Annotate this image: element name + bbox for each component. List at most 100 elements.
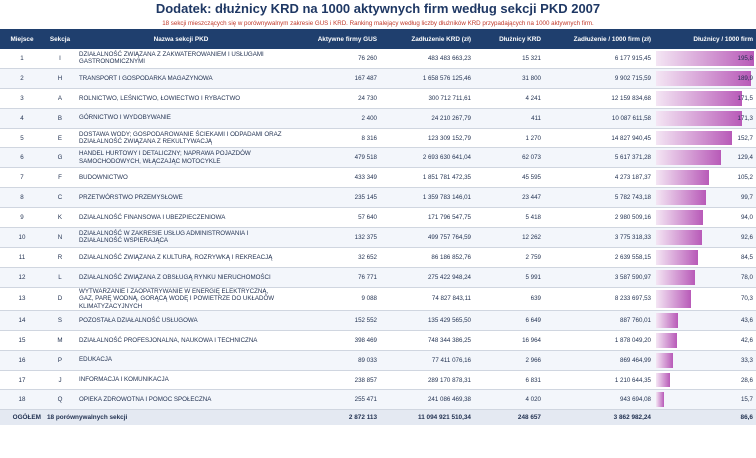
table-row[interactable]: 11 R DZIAŁALNOŚĆ ZWIĄZANA Z KULTURĄ, ROZRY…	[0, 247, 756, 268]
debtors-per-1000-bar	[656, 249, 699, 265]
cell-section: Q	[44, 389, 76, 411]
cell-section-name: BUDOWNICTWO	[76, 167, 286, 189]
cell-debt-per-1000: 3 587 590,97	[544, 267, 654, 288]
cell-rank: 8	[0, 187, 44, 209]
table-row[interactable]: 12 L DZIAŁALNOŚĆ ZWIĄZANA Z OBSŁUGĄ RYNKU …	[0, 267, 756, 288]
table-body: 1 I DZIAŁALNOŚĆ ZWIĄZANA Z ZAKWATEROWANIEM…	[0, 49, 756, 411]
cell-debt: 300 712 711,61	[380, 88, 474, 109]
cell-debt-per-1000: 2 639 558,15	[544, 247, 654, 268]
table-row[interactable]: 5 E DOSTAWA WODY; GOSPODAROWANIE ŚCIEKAMI …	[0, 128, 756, 149]
table-row[interactable]: 17 J INFORMACJA I KOMUNIKACJA 238 857 289 17…	[0, 370, 756, 391]
table-row[interactable]: 3 A ROLNICTWO, LEŚNICTWO, ŁOWIECTWO I RYBA…	[0, 88, 756, 109]
cell-debt-per-1000: 2 980 509,16	[544, 207, 654, 229]
cell-debt-per-1000: 4 273 187,37	[544, 167, 654, 189]
table-row[interactable]: 1 I DZIAŁALNOŚĆ ZWIĄZANA Z ZAKWATEROWANIEM…	[0, 49, 756, 69]
cell-debtors: 62 073	[474, 147, 544, 169]
cell-rank: 14	[0, 310, 44, 331]
debtors-per-1000-value: 70,3	[740, 295, 753, 303]
cell-rank: 6	[0, 147, 44, 169]
cell-section: G	[44, 147, 76, 169]
table-row[interactable]: 13 D WYTWARZANIE I ZAOPATRYWANIE W ENERGIĘ…	[0, 287, 756, 311]
cell-active-firms: 76 260	[286, 49, 380, 69]
cell-section-name: DOSTAWA WODY; GOSPODAROWANIE ŚCIEKAMI I …	[76, 128, 286, 149]
debtors-per-1000-value: 92,6	[740, 233, 753, 241]
cell-rank: 17	[0, 370, 44, 391]
table-row[interactable]: 18 Q OPIEKA ZDROWOTNA I POMOC SPOŁECZNA 255…	[0, 389, 756, 411]
debtors-per-1000-bar	[656, 190, 706, 206]
cell-debtors-per-1000: 92,6	[654, 227, 756, 248]
cell-debtors-per-1000: 78,0	[654, 267, 756, 288]
cell-debtors: 2 759	[474, 247, 544, 268]
table-row[interactable]: 2 H TRANSPORT I GOSPODARKA MAGAZYNOWA 167 4…	[0, 68, 756, 89]
cell-debt-per-1000: 1 878 049,20	[544, 330, 654, 351]
table-row[interactable]: 8 C PRZETWÓRSTWO PRZEMYSŁOWE 235 145 1 359 7…	[0, 187, 756, 209]
debtors-per-1000-value: 99,7	[740, 194, 753, 202]
col-header-debtors[interactable]: Dłużnicy KRD	[474, 29, 544, 49]
total-row: OGÓŁEM 18 porównywalnych sekcji 2 872 11…	[0, 409, 756, 426]
cell-active-firms: 238 857	[286, 370, 380, 391]
cell-rank: 1	[0, 49, 44, 69]
cell-debtors: 411	[474, 108, 544, 129]
col-header-debt[interactable]: Zadłużenie KRD (zł)	[380, 29, 474, 49]
cell-section: J	[44, 370, 76, 391]
cell-section: I	[44, 49, 76, 69]
cell-debtors-per-1000: 94,0	[654, 207, 756, 229]
ranking-table: Miejsce Sekcja Nazwa sekcji PKD Aktywne …	[0, 29, 756, 426]
table-row[interactable]: 7 F BUDOWNICTWO 433 349 1 851 781 472,35 45 5…	[0, 167, 756, 189]
debtors-per-1000-value: 42,6	[740, 336, 753, 344]
cell-debtors-per-1000: 43,6	[654, 310, 756, 331]
cell-debtors: 4 020	[474, 389, 544, 411]
table-row[interactable]: 15 M DZIAŁALNOŚĆ PROFESJONALNA, NAUKOWA I …	[0, 330, 756, 351]
cell-section: R	[44, 247, 76, 268]
debtors-per-1000-bar	[656, 312, 678, 328]
cell-section: L	[44, 267, 76, 288]
debtors-per-1000-value: 189,9	[737, 74, 753, 82]
col-header-active-firms[interactable]: Aktywne firmy GUS	[286, 29, 380, 49]
cell-section: M	[44, 330, 76, 351]
cell-debtors-per-1000: 129,4	[654, 147, 756, 169]
debtors-per-1000-value: 152,7	[737, 134, 753, 142]
cell-section-name: HANDEL HURTOWY I DETALICZNY; NAPRAWA POJ…	[76, 147, 286, 169]
debtors-per-1000-value: 28,6	[740, 376, 753, 384]
cell-rank: 9	[0, 207, 44, 229]
cell-debt-per-1000: 12 159 834,68	[544, 88, 654, 109]
col-header-section[interactable]: Sekcja	[44, 29, 76, 49]
page-subtitle: 18 sekcji mieszczących się w porównywaln…	[162, 20, 594, 27]
col-header-debtors-per-1000[interactable]: Dłużnicy / 1000 firm	[654, 29, 756, 49]
cell-section: C	[44, 187, 76, 209]
cell-active-firms: 9 088	[286, 287, 380, 311]
table-row[interactable]: 9 K DZIAŁALNOŚĆ FINANSOWA I UBEZPIECZENIOW…	[0, 207, 756, 229]
cell-debt-per-1000: 14 827 940,45	[544, 128, 654, 149]
table-row[interactable]: 14 S POZOSTAŁA DZIAŁALNOŚĆ USŁUGOWA 152 552…	[0, 310, 756, 331]
debtors-per-1000-value: 43,6	[740, 316, 753, 324]
cell-debtors-per-1000: 152,7	[654, 128, 756, 149]
cell-debt: 135 429 565,50	[380, 310, 474, 331]
table-row[interactable]: 4 B GÓRNICTWO I WYDOBYWANIE 2 400 24 210 267…	[0, 108, 756, 129]
col-header-name[interactable]: Nazwa sekcji PKD	[76, 29, 286, 49]
cell-debt: 2 693 630 641,04	[380, 147, 474, 169]
total-active-firms: 2 872 113	[286, 409, 380, 426]
cell-debtors-per-1000: 195,8	[654, 49, 756, 69]
cell-debt: 1 658 576 125,46	[380, 68, 474, 89]
cell-section-name: DZIAŁALNOŚĆ PROFESJONALNA, NAUKOWA I TEC…	[76, 330, 286, 351]
cell-debtors-per-1000: 28,6	[654, 370, 756, 391]
table-row[interactable]: 16 P EDUKACJA 89 033 77 411 076,16 2 966 869 4…	[0, 350, 756, 371]
cell-rank: 12	[0, 267, 44, 288]
table-row[interactable]: 6 G HANDEL HURTOWY I DETALICZNY; NAPRAWA P…	[0, 147, 756, 169]
cell-debtors: 1 270	[474, 128, 544, 149]
debtors-per-1000-value: 171,5	[737, 94, 753, 102]
cell-debtors: 6 831	[474, 370, 544, 391]
col-header-debt-per-1000[interactable]: Zadłużenie / 1000 firm (zł)	[544, 29, 654, 49]
debtors-per-1000-bar	[656, 170, 709, 186]
table-row[interactable]: 10 N DZIAŁALNOŚĆ W ZAKRESIE USŁUG ADMINIST…	[0, 227, 756, 248]
cell-section-name: ROLNICTWO, LEŚNICTWO, ŁOWIECTWO I RYBACT…	[76, 88, 286, 109]
cell-debt-per-1000: 6 177 915,45	[544, 49, 654, 69]
debtors-per-1000-bar	[656, 230, 703, 245]
total-debtors: 248 657	[474, 409, 544, 426]
debtors-per-1000-bar	[656, 352, 673, 368]
col-header-rank[interactable]: Miejsce	[0, 29, 44, 49]
cell-rank: 2	[0, 68, 44, 89]
cell-active-firms: 235 145	[286, 187, 380, 209]
cell-debt: 241 086 469,38	[380, 389, 474, 411]
cell-rank: 3	[0, 88, 44, 109]
